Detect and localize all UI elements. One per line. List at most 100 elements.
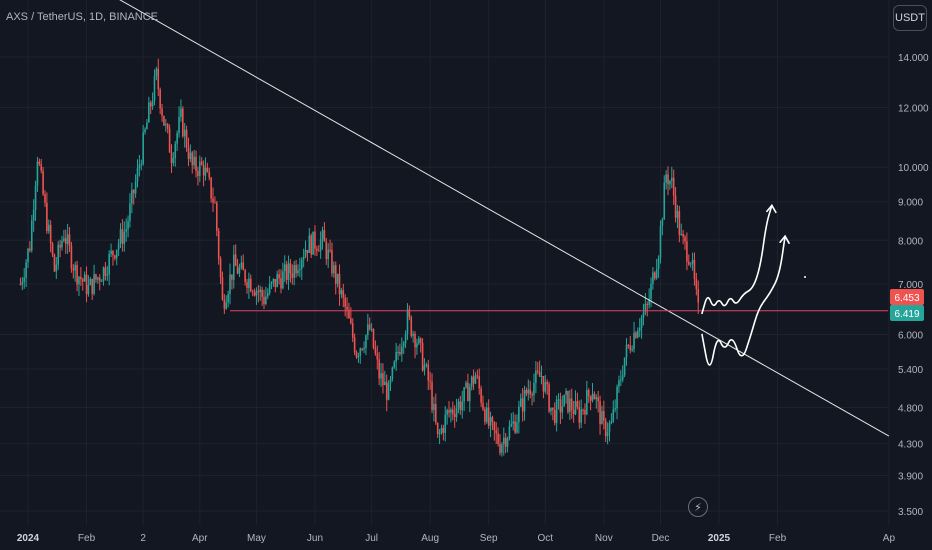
candle	[654, 271, 656, 281]
candle	[112, 249, 114, 266]
candle-body	[342, 290, 345, 298]
candle-body	[421, 342, 424, 371]
candle	[215, 200, 218, 237]
candle-body	[87, 285, 90, 295]
candle	[176, 130, 178, 151]
candle	[625, 338, 628, 366]
candle	[640, 314, 643, 339]
candle-body	[501, 444, 503, 453]
candle-body	[274, 278, 277, 288]
candle-body	[576, 401, 579, 407]
candle-body	[47, 224, 50, 232]
candle	[463, 387, 465, 412]
candle-body	[146, 122, 148, 130]
candle-body	[263, 296, 265, 304]
candle-body	[129, 203, 131, 222]
candle	[121, 219, 124, 252]
candle	[146, 118, 148, 130]
candle	[333, 261, 335, 278]
candle	[291, 264, 294, 285]
candle	[361, 347, 363, 352]
candle	[521, 388, 524, 422]
candle-body	[246, 281, 248, 288]
candle-body	[587, 389, 590, 397]
candle	[540, 365, 543, 385]
candle	[76, 260, 78, 292]
candle-body	[410, 316, 413, 336]
candle	[182, 106, 184, 138]
candle	[446, 408, 448, 425]
candle	[53, 253, 56, 272]
candle	[542, 375, 545, 399]
candle-body	[74, 264, 76, 271]
candle	[419, 337, 422, 353]
candle	[536, 362, 539, 375]
candle	[401, 337, 403, 362]
candle	[357, 352, 360, 363]
lightning-bolt-icon[interactable]: ⚡︎	[688, 497, 708, 517]
candle-body	[340, 290, 343, 295]
candle-body	[161, 108, 163, 116]
candle	[21, 276, 24, 291]
candle-body	[652, 272, 654, 284]
candle	[140, 159, 143, 171]
candle-body	[100, 281, 103, 283]
candle	[59, 239, 61, 258]
currency-button[interactable]: USDT	[893, 5, 927, 31]
candle-body	[563, 394, 565, 407]
candle	[667, 166, 669, 196]
candle	[529, 380, 532, 399]
candle	[680, 223, 683, 236]
candle-body	[423, 365, 426, 371]
candle-body	[582, 409, 584, 411]
candle-body	[81, 279, 84, 282]
candle	[423, 358, 426, 376]
candle-body	[697, 288, 700, 303]
candle-body	[684, 236, 686, 242]
candle	[612, 400, 615, 423]
candle	[70, 241, 73, 273]
candle	[538, 360, 541, 377]
candle	[618, 375, 620, 393]
candle	[108, 250, 110, 286]
candle	[166, 122, 169, 134]
candle-body	[406, 309, 409, 334]
candle	[299, 257, 301, 278]
candle	[644, 292, 647, 316]
candle-body	[76, 264, 78, 285]
candle-body	[333, 265, 335, 274]
candle	[599, 395, 601, 435]
candle-body	[289, 263, 292, 274]
candle	[191, 150, 194, 174]
candle	[165, 118, 167, 132]
candle	[44, 190, 46, 207]
candle-body	[616, 386, 618, 409]
candle-body	[695, 279, 698, 289]
candle-body	[627, 344, 630, 346]
candle-body	[348, 309, 350, 319]
candle	[172, 152, 175, 167]
price-axis[interactable]: 14.000 12.000 10.000 9.000 8.000 7.000 6.000 5.…	[898, 53, 929, 518]
candle	[276, 270, 279, 288]
candle	[550, 407, 552, 416]
candle	[484, 406, 486, 425]
candle	[474, 372, 477, 385]
candle	[608, 420, 611, 442]
candle	[431, 373, 433, 414]
candle-body	[42, 170, 44, 195]
candle	[155, 66, 158, 81]
candle	[569, 390, 571, 421]
candle-body	[378, 359, 380, 379]
candle-body	[435, 404, 437, 423]
time-axis[interactable]: 2024 Feb 2 Apr May Jun Jul Aug Sep Oct Nov Dec 2025 F…	[17, 533, 896, 544]
candle-body	[635, 332, 637, 338]
candle-body	[255, 290, 258, 296]
candle	[365, 334, 367, 355]
candle	[85, 266, 88, 303]
candle-body	[149, 102, 152, 107]
candle	[440, 424, 443, 435]
candle-body	[151, 100, 154, 107]
candle-body	[78, 276, 80, 285]
